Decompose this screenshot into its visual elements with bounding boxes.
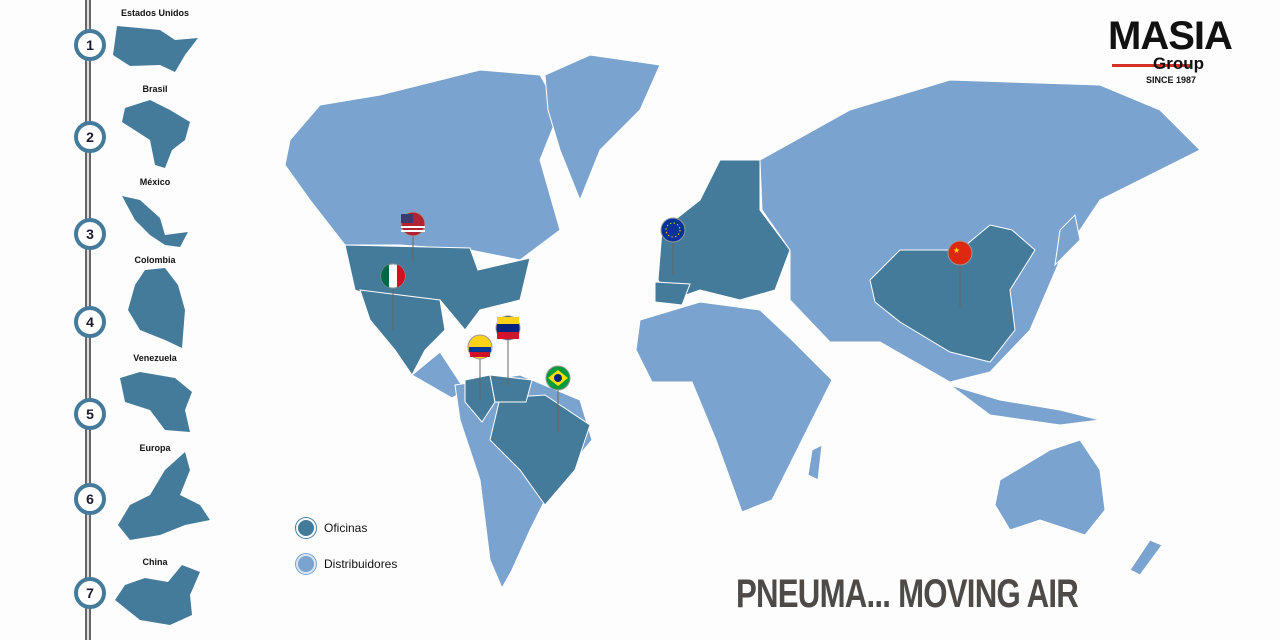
label-brasil: Brasil xyxy=(142,84,168,94)
greenland xyxy=(544,54,661,202)
logo-since: SINCE 1987 xyxy=(1146,75,1197,85)
slogan: PNEUMA... MOVING AIR xyxy=(736,572,1079,616)
logo-red-bar xyxy=(1112,64,1192,67)
distributors-swatch xyxy=(296,554,316,574)
new-zealand xyxy=(1129,539,1163,576)
pin-brazil xyxy=(545,365,571,432)
japan xyxy=(1054,213,1081,267)
madagascar xyxy=(807,444,823,481)
asia xyxy=(759,79,1201,383)
continents xyxy=(284,54,1201,590)
north-america xyxy=(284,69,561,261)
step-7: 7 xyxy=(74,577,106,609)
pin-usa xyxy=(400,211,426,262)
usa-shape xyxy=(113,26,198,72)
europe-shape xyxy=(118,452,210,540)
africa xyxy=(635,301,833,513)
step-6: 6 xyxy=(74,483,106,515)
sidebar-shapes xyxy=(113,26,210,625)
colombia-shape xyxy=(128,268,185,348)
logo-name: MASIA xyxy=(1108,14,1233,58)
svg-text:★: ★ xyxy=(953,246,960,255)
pin-mexico xyxy=(380,263,406,330)
masia-logo: MASIA Group SINCE 1987 xyxy=(1108,14,1248,85)
venezuela xyxy=(489,374,533,403)
pin-venezuela xyxy=(495,315,521,385)
offices-swatch xyxy=(296,518,316,538)
mexico-shape xyxy=(122,196,188,247)
step-4: 4 xyxy=(74,306,106,338)
label-europa: Europa xyxy=(139,443,171,453)
legend-offices: Oficinas xyxy=(296,518,367,538)
mexico xyxy=(359,289,446,376)
offices-label: Oficinas xyxy=(324,521,368,535)
brazil xyxy=(489,394,591,506)
australia xyxy=(994,439,1106,536)
china-shape xyxy=(115,565,200,625)
step-1: 1 xyxy=(74,29,106,61)
iberia xyxy=(654,281,691,306)
label-china: China xyxy=(142,557,168,567)
pins: ★ xyxy=(380,211,973,432)
pin-china: ★ xyxy=(947,240,973,308)
step-2: 2 xyxy=(74,121,106,153)
pin-eu xyxy=(660,217,686,275)
step-3: 3 xyxy=(74,218,106,250)
venezuela-shape xyxy=(120,372,192,432)
legend-distributors: Distribuidores xyxy=(296,554,397,574)
indonesia xyxy=(949,384,1101,426)
pin-colombia xyxy=(467,334,493,400)
label-mexico: México xyxy=(139,177,171,187)
brazil-shape xyxy=(122,100,190,168)
label-usa: Estados Unidos xyxy=(120,8,189,18)
logo-sub: Group xyxy=(1153,54,1204,73)
label-colombia: Colombia xyxy=(134,255,176,265)
step-5: 5 xyxy=(74,398,106,430)
distributors-label: Distribuidores xyxy=(324,557,398,571)
label-venezuela: Venezuela xyxy=(133,353,177,363)
